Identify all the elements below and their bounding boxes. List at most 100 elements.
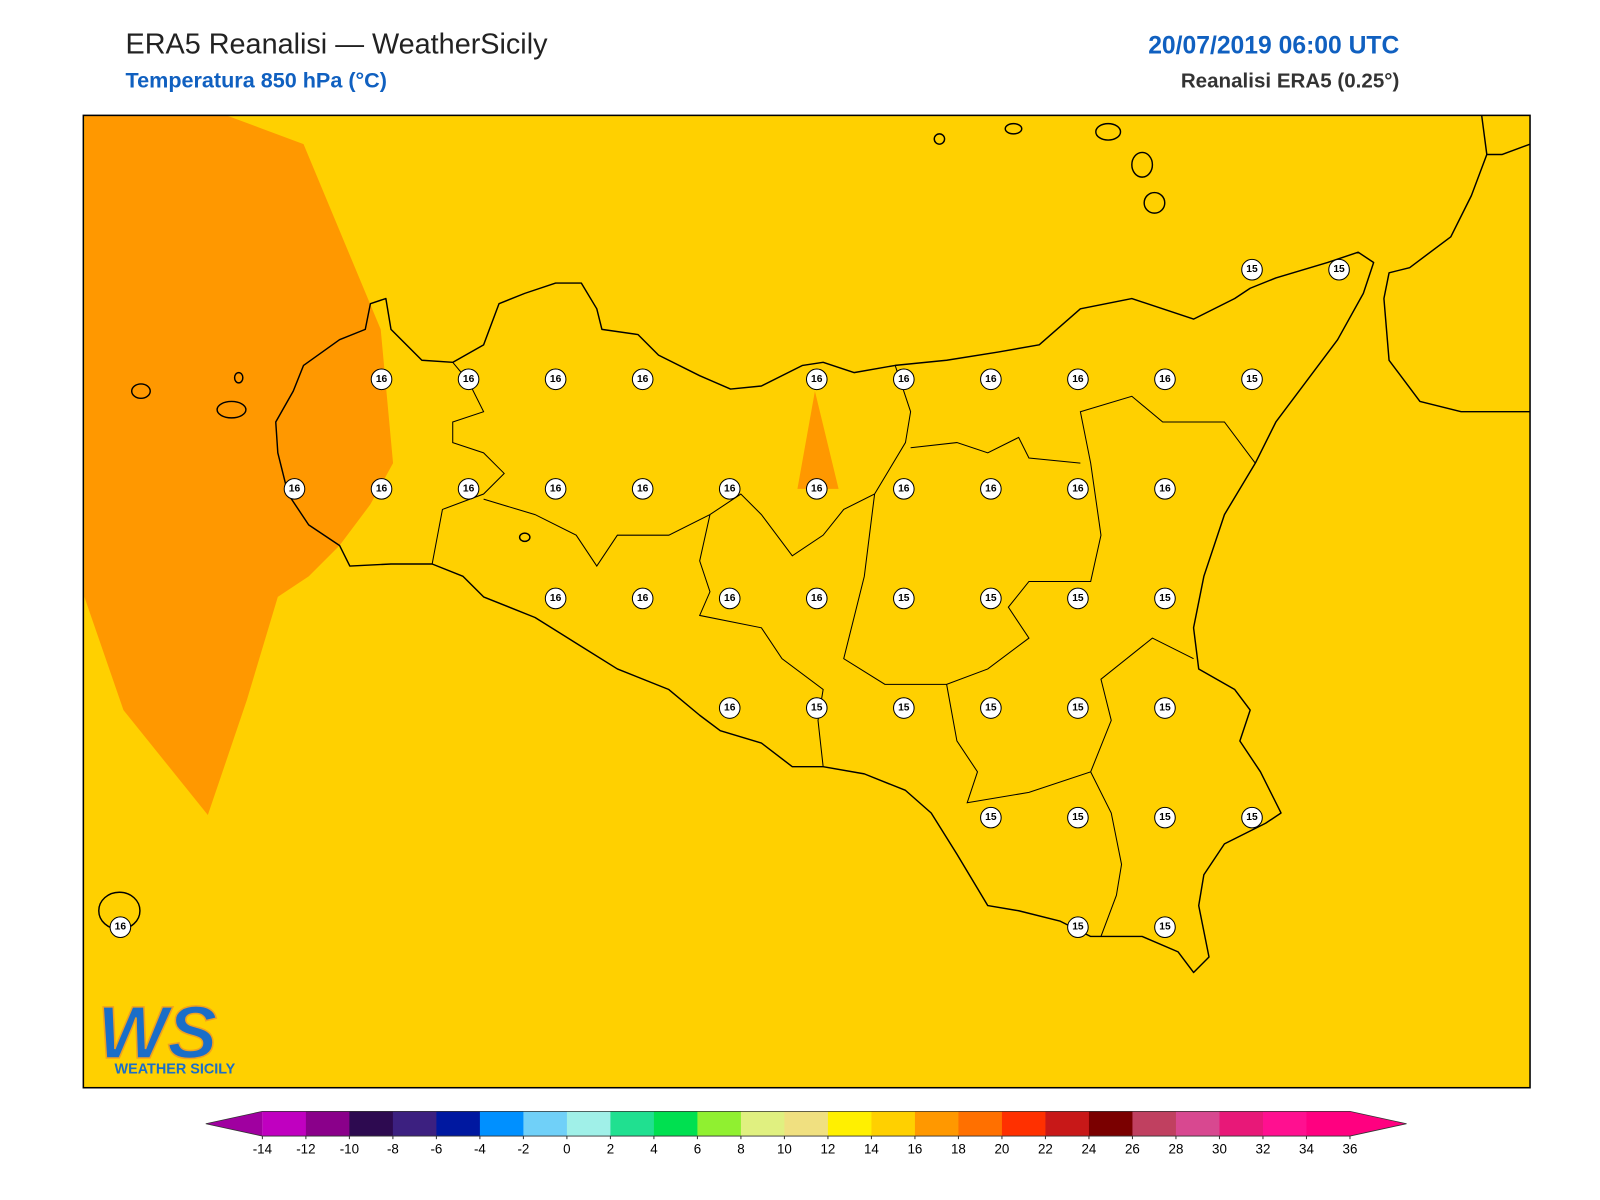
station-value: 16 — [811, 593, 823, 604]
colorbar-bin — [914, 1111, 959, 1137]
colorbar-tick-label: 4 — [650, 1142, 658, 1157]
colorbar-tick-label: 24 — [1082, 1142, 1097, 1157]
station-value: 16 — [550, 593, 562, 604]
colorbar-bin — [871, 1111, 916, 1137]
colorbar-tick-label: -4 — [474, 1142, 486, 1157]
colorbar-bin — [827, 1111, 872, 1137]
station-marker — [457, 368, 480, 391]
station-value: 15 — [1072, 703, 1084, 714]
warm-area — [84, 115, 394, 816]
colorbar-bin — [958, 1111, 1003, 1137]
station-value: 15 — [1072, 922, 1084, 933]
coastline — [1383, 115, 1531, 413]
station-marker — [805, 697, 828, 719]
station-marker — [1067, 478, 1089, 500]
station-marker — [1154, 368, 1176, 391]
map — [83, 115, 1531, 1088]
colorbar-tick-label: 32 — [1256, 1142, 1271, 1157]
warm-area — [797, 391, 839, 489]
station-marker — [1067, 806, 1089, 829]
station-marker — [893, 587, 915, 610]
station-value: 15 — [1072, 812, 1084, 823]
colorbar-bin — [305, 1111, 350, 1137]
station-value: 16 — [463, 374, 475, 385]
colorbar-tick-label: -8 — [387, 1142, 399, 1157]
station-value: 15 — [1159, 593, 1171, 604]
station-marker — [631, 368, 654, 391]
colorbar-tick-label: -14 — [253, 1142, 273, 1157]
colorbar-tick-label: 28 — [1169, 1142, 1184, 1157]
station-value: 16 — [724, 703, 736, 714]
colorbar-bin — [349, 1111, 394, 1137]
station-marker — [893, 368, 915, 391]
logo-text: WS — [98, 991, 217, 1074]
station-marker — [805, 478, 828, 500]
province-border — [431, 361, 1256, 937]
station-marker — [718, 697, 741, 719]
colorbar-tick-label: -2 — [517, 1142, 529, 1157]
subtitle: Temperatura 850 hPa (°C) — [126, 68, 387, 93]
station-marker — [1154, 806, 1176, 829]
station-marker — [1154, 916, 1176, 939]
station-marker — [805, 587, 828, 610]
logo-caption: WEATHER SICILY — [115, 1061, 236, 1077]
station-marker — [1067, 368, 1089, 391]
logo: WS WEATHER SICILY — [97, 990, 236, 1077]
station-value: 15 — [985, 812, 997, 823]
station-value: 16 — [637, 483, 649, 494]
station-marker — [980, 806, 1002, 829]
station-value: 15 — [1159, 703, 1171, 714]
station-labels: 15 15 16 16 16 16 16 16 16 16 16 15 16 16 16 16 16 16 16 16… — [109, 258, 1350, 939]
colorbar-tick-label: -12 — [296, 1142, 315, 1157]
station-marker — [718, 478, 741, 500]
colorbar-tick-label: 30 — [1212, 1142, 1227, 1157]
station-marker — [805, 368, 828, 391]
station-value: 15 — [898, 703, 910, 714]
station-value: 16 — [811, 483, 823, 494]
colorbar-bin — [566, 1111, 611, 1137]
station-value: 15 — [1159, 812, 1171, 823]
colorbar-extend-high — [1349, 1111, 1407, 1137]
colorbar-bin — [1219, 1111, 1264, 1137]
station-value: 15 — [985, 703, 997, 714]
station-value: 16 — [463, 483, 475, 494]
station-marker — [980, 478, 1002, 500]
source: Reanalisi ERA5 (0.25°) — [1181, 70, 1400, 93]
colorbar-tick-label: 2 — [607, 1142, 614, 1157]
station-marker — [1328, 258, 1350, 281]
station-marker — [893, 697, 915, 719]
colorbar: -14 -12 -10 -8 -6 -4 -2 0 2 4 6 8 10 12 14 16 18 20 22 24 26… — [205, 1110, 1407, 1157]
station-value: 15 — [1159, 922, 1171, 933]
station-value: 16 — [898, 374, 910, 385]
colorbar-bin — [436, 1111, 481, 1137]
station-value: 16 — [376, 483, 388, 494]
station-marker — [980, 587, 1002, 610]
station-marker — [1067, 697, 1089, 719]
station-value: 16 — [724, 593, 736, 604]
colorbar-bin — [262, 1111, 307, 1137]
colorbar-tick-label: 12 — [820, 1142, 835, 1157]
colorbar-tick-label: 16 — [907, 1142, 922, 1157]
station-value: 16 — [550, 374, 562, 385]
colorbar-bin — [697, 1111, 742, 1137]
station-marker — [1154, 478, 1176, 500]
station-marker — [631, 478, 654, 500]
station-marker — [1154, 697, 1176, 719]
station-value: 16 — [1072, 374, 1084, 385]
station-marker — [370, 478, 393, 500]
colorbar-bin — [784, 1111, 829, 1137]
station-value: 16 — [376, 374, 388, 385]
station-marker — [1067, 916, 1089, 939]
station-marker — [283, 478, 306, 500]
colorbar-tick-label: 6 — [694, 1142, 701, 1157]
station-marker — [1241, 806, 1263, 829]
colorbar-tick-label: 26 — [1125, 1142, 1140, 1157]
station-value: 16 — [1159, 483, 1171, 494]
colorbar-tick-label: -6 — [430, 1142, 442, 1157]
station-marker — [893, 478, 915, 500]
station-value: 16 — [985, 483, 997, 494]
station-marker — [980, 368, 1002, 391]
station-value: 16 — [1159, 374, 1171, 385]
colorbar-tick-label: 10 — [777, 1142, 792, 1157]
